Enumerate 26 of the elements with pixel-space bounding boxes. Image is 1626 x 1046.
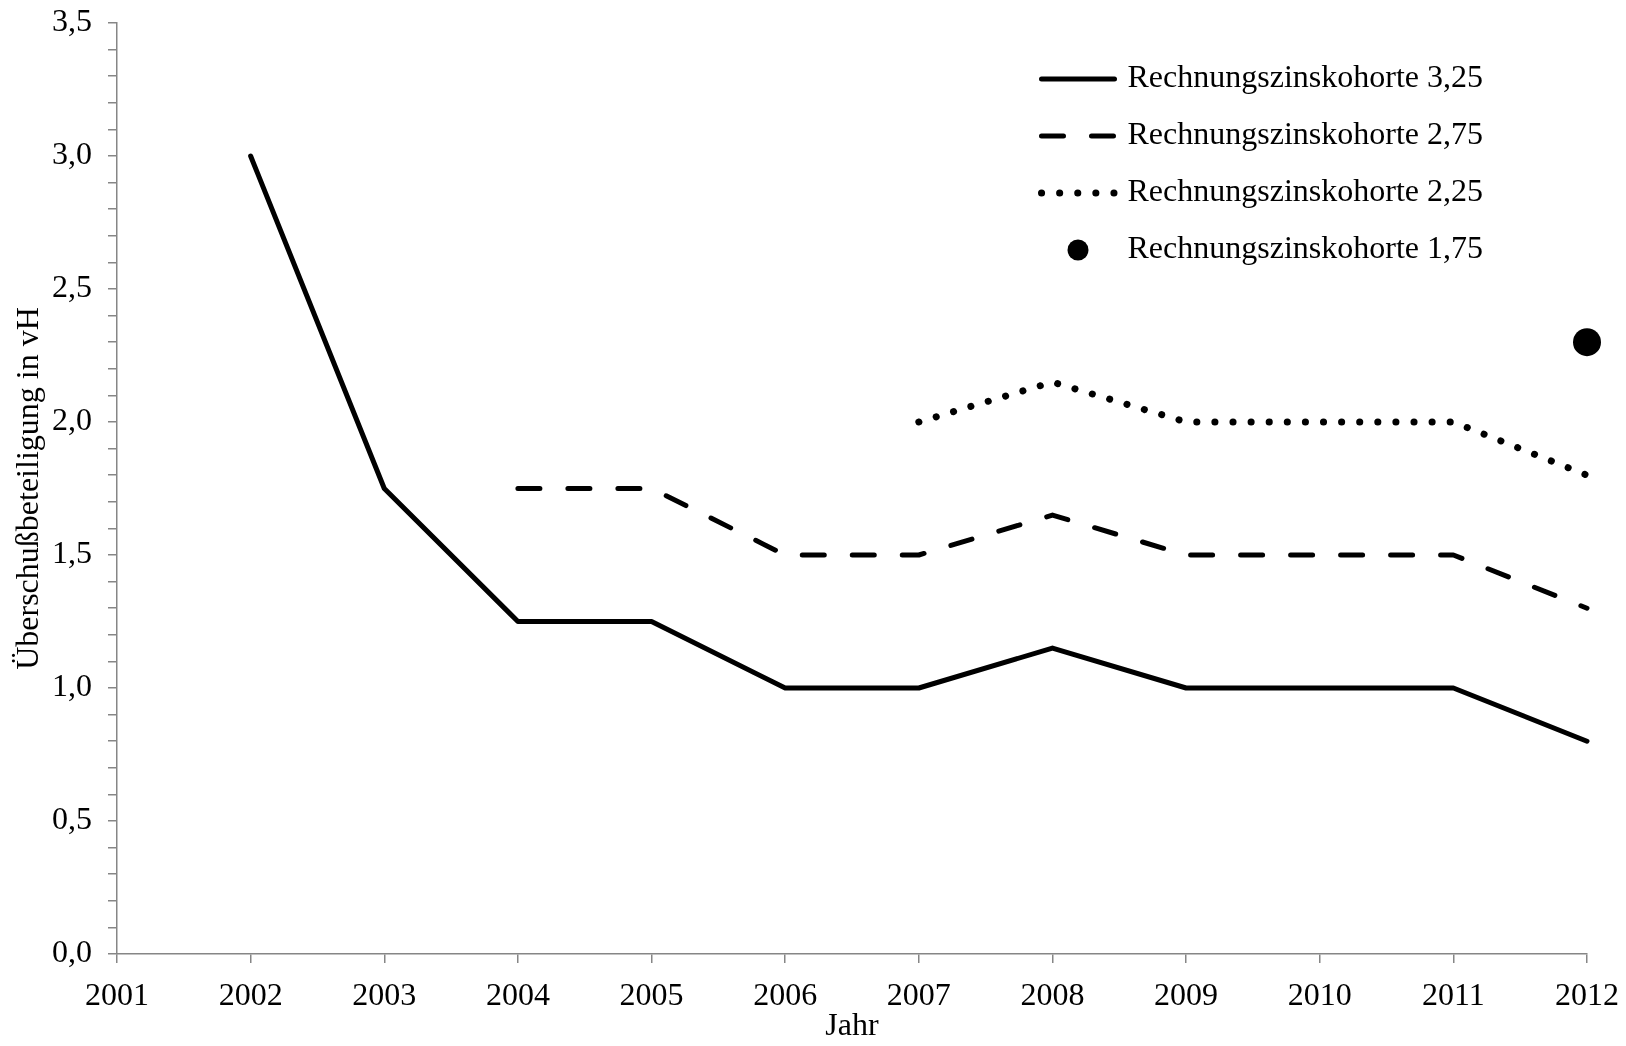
x-tick-label: 2008 <box>1020 975 1085 1012</box>
y-tick-label: 0,5 <box>52 800 92 837</box>
y-tick-label: 3,5 <box>52 2 92 39</box>
y-tick-label: 0,0 <box>52 933 92 970</box>
x-tick-label: 2007 <box>886 975 951 1012</box>
x-axis-title: Jahr <box>825 1006 879 1043</box>
y-axis-title: Überschußbeteiligung in vH <box>8 307 45 670</box>
y-tick-label: 1,0 <box>52 667 92 704</box>
x-tick-label: 2002 <box>218 975 283 1012</box>
x-tick-label: 2012 <box>1555 975 1619 1012</box>
x-tick-label: 2010 <box>1287 975 1352 1012</box>
legend-label: Rechnungszinskohorte 3,25 <box>1127 58 1483 95</box>
legend-label: Rechnungszinskohorte 1,75 <box>1127 229 1483 266</box>
x-tick-label: 2001 <box>85 975 149 1012</box>
x-tick-label: 2006 <box>753 975 818 1012</box>
y-tick-label: 1,5 <box>52 534 92 571</box>
x-tick-label: 2005 <box>619 975 684 1012</box>
y-tick-label: 2,0 <box>52 401 92 438</box>
legend-label: Rechnungszinskohorte 2,75 <box>1127 115 1483 152</box>
y-tick-label: 3,0 <box>52 135 92 172</box>
x-tick-label: 2011 <box>1421 975 1485 1012</box>
y-tick-label: 2,5 <box>52 268 92 305</box>
x-tick-label: 2004 <box>485 975 550 1012</box>
x-tick-label: 2003 <box>352 975 417 1012</box>
legend-label: Rechnungszinskohorte 2,25 <box>1127 172 1483 209</box>
x-tick-label: 2009 <box>1154 975 1219 1012</box>
